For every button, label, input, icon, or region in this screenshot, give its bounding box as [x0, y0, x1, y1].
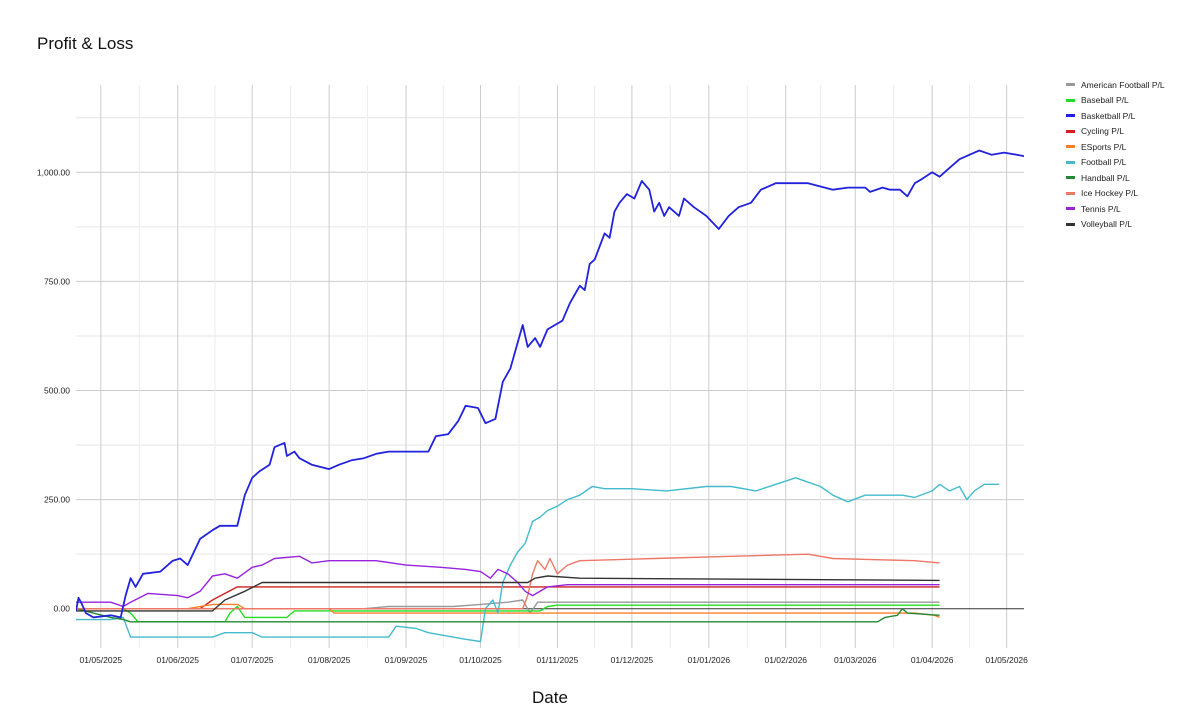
legend-item[interactable]: Tennis P/L — [1066, 201, 1165, 217]
x-tick-label: 01/11/2025 — [536, 655, 578, 665]
x-tick-label: 01/04/2026 — [911, 655, 954, 665]
legend-swatch — [1066, 114, 1075, 118]
series-line-baseball-p-l — [76, 604, 940, 623]
x-tick-label: 01/03/2026 — [834, 655, 877, 665]
series-line-handball-p-l — [76, 608, 940, 623]
series-layer — [76, 149, 1024, 643]
legend-label: Handball P/L — [1081, 172, 1130, 183]
legend-label: Ice Hockey P/L — [1081, 188, 1139, 199]
x-tick-label: 01/02/2026 — [764, 655, 807, 665]
x-tick-label: 01/06/2025 — [156, 655, 199, 665]
x-tick-label: 01/05/2025 — [80, 655, 123, 665]
legend: American Football P/L Baseball P/L Basketb… — [1066, 77, 1165, 232]
legend-swatch — [1066, 160, 1075, 164]
legend-swatch — [1066, 98, 1075, 102]
y-tick-labels: 0.00 250.00 500.00 750.00 1,000.00 — [37, 167, 70, 613]
legend-swatch — [1066, 83, 1075, 87]
legend-item[interactable]: American Football P/L — [1066, 77, 1165, 93]
legend-label: Football P/L — [1081, 157, 1127, 168]
legend-swatch — [1066, 222, 1075, 226]
legend-swatch — [1066, 191, 1075, 195]
legend-item[interactable]: Volleyball P/L — [1066, 217, 1165, 233]
y-tick-label: 500.00 — [44, 386, 70, 396]
y-tick-label: 0.00 — [53, 604, 70, 614]
y-tick-label: 750.00 — [44, 276, 70, 286]
legend-label: Cycling P/L — [1081, 126, 1124, 137]
legend-item[interactable]: Handball P/L — [1066, 170, 1165, 186]
chart-title: Profit & Loss — [37, 34, 134, 53]
x-axis-label: Date — [532, 688, 568, 707]
x-tick-label: 01/09/2025 — [385, 655, 428, 665]
legend-label: American Football P/L — [1081, 79, 1165, 90]
grid-layer — [76, 85, 1024, 648]
legend-item[interactable]: Cycling P/L — [1066, 124, 1165, 140]
y-tick-label: 250.00 — [44, 495, 70, 505]
x-tick-labels: 01/05/2025 01/06/2025 01/07/2025 01/08/2025… — [80, 655, 1029, 665]
series-line-basketball-p-l — [76, 149, 1024, 619]
series-line-football-p-l — [76, 477, 1000, 643]
x-tick-label: 01/05/2026 — [985, 655, 1028, 665]
legend-swatch — [1066, 129, 1075, 133]
x-tick-label: 01/10/2025 — [459, 655, 502, 665]
x-tick-label: 01/08/2025 — [308, 655, 351, 665]
y-tick-label: 1,000.00 — [37, 167, 70, 177]
legend-item[interactable]: ESports P/L — [1066, 139, 1165, 155]
legend-item[interactable]: Basketball P/L — [1066, 108, 1165, 124]
legend-item[interactable]: Football P/L — [1066, 155, 1165, 171]
x-tick-label: 01/07/2025 — [231, 655, 274, 665]
legend-label: ESports P/L — [1081, 141, 1127, 152]
legend-item[interactable]: Baseball P/L — [1066, 93, 1165, 109]
legend-item[interactable]: Ice Hockey P/L — [1066, 186, 1165, 202]
legend-label: Baseball P/L — [1081, 95, 1129, 106]
legend-label: Basketball P/L — [1081, 110, 1136, 121]
legend-label: Tennis P/L — [1081, 203, 1121, 214]
x-tick-label: 01/12/2025 — [611, 655, 654, 665]
series-line-ice-hockey-p-l — [76, 553, 940, 610]
legend-label: Volleyball P/L — [1081, 219, 1133, 230]
x-tick-label: 01/01/2026 — [688, 655, 731, 665]
series-line-volleyball-p-l — [76, 575, 940, 612]
legend-swatch — [1066, 207, 1075, 211]
legend-swatch — [1066, 145, 1075, 149]
legend-swatch — [1066, 176, 1075, 180]
series-line-tennis-p-l — [76, 555, 940, 608]
